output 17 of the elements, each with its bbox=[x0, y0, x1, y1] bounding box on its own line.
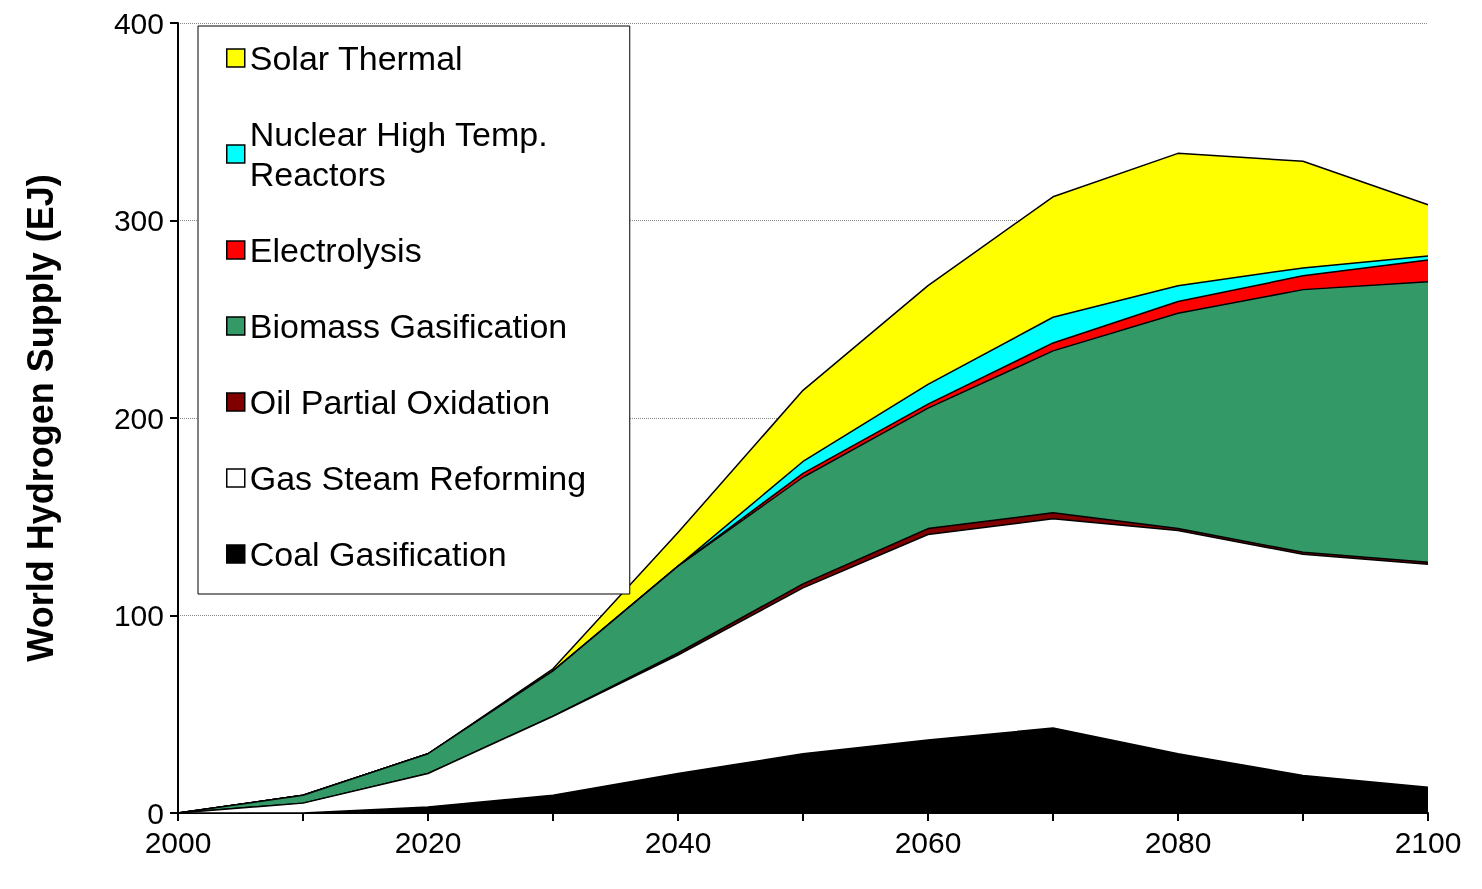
x-tick-label: 2080 bbox=[1144, 825, 1212, 859]
legend-label: Oil Partial Oxidation bbox=[249, 383, 551, 421]
legend-label: Solar Thermal bbox=[249, 39, 463, 77]
legend-label: Nuclear High Temp. Reactors bbox=[249, 115, 558, 193]
x-tick-label: 2100 bbox=[1394, 825, 1462, 859]
x-tick-label: 2060 bbox=[894, 825, 962, 859]
y-tick-label: 100 bbox=[113, 599, 164, 632]
y-tick-label: 200 bbox=[113, 401, 164, 435]
y-tick-label: 400 bbox=[113, 6, 164, 40]
x-tick-label: 2040 bbox=[644, 825, 712, 859]
y-axis-title: World Hydrogen Supply (EJ) bbox=[19, 174, 61, 662]
legend-label: Biomass Gasification bbox=[249, 307, 568, 345]
legend-label: Gas Steam Reforming bbox=[249, 459, 587, 497]
x-tick-label: 2020 bbox=[394, 825, 462, 859]
legend-label: Electrolysis bbox=[249, 231, 422, 269]
y-tick-label: 300 bbox=[113, 204, 164, 237]
legend-label: Coal Gasification bbox=[249, 535, 507, 573]
